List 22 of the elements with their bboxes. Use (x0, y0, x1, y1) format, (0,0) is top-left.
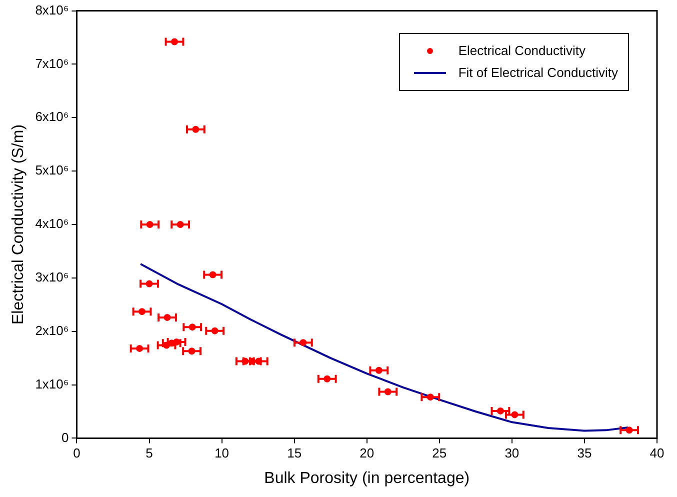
x-tick-label: 20 (360, 446, 374, 461)
x-tick-label: 0 (73, 446, 80, 461)
y-tick-label: 3x10⁶ (35, 270, 69, 285)
y-tick-label: 6x10⁶ (35, 109, 69, 124)
legend-label: Electrical Conductivity (458, 43, 586, 58)
y-tick-label: 5x10⁶ (35, 162, 69, 178)
y-axis-title: Electrical Conductivity (S/m) (10, 124, 28, 325)
x-tick-label: 30 (504, 446, 520, 461)
x-tick-label: 25 (432, 446, 447, 461)
y-tick-label: 1x10⁶ (35, 376, 69, 392)
x-axis-title: Bulk Porosity (in percentage) (264, 470, 470, 487)
y-tick-label: 8x10⁶ (35, 2, 69, 18)
x-tick-label: 15 (287, 446, 302, 461)
x-tick-label: 35 (577, 446, 592, 461)
y-tick-label: 4x10⁶ (35, 216, 69, 232)
x-tick-label: 5 (146, 446, 153, 461)
legend-label: Fit of Electrical Conductivity (458, 65, 618, 80)
x-tick-label: 10 (214, 446, 230, 461)
y-tick-label: 7x10⁶ (35, 56, 69, 71)
x-tick-label: 40 (650, 446, 664, 461)
y-tick-label: 0 (62, 430, 69, 445)
y-tick-label: 2x10⁶ (35, 322, 69, 338)
